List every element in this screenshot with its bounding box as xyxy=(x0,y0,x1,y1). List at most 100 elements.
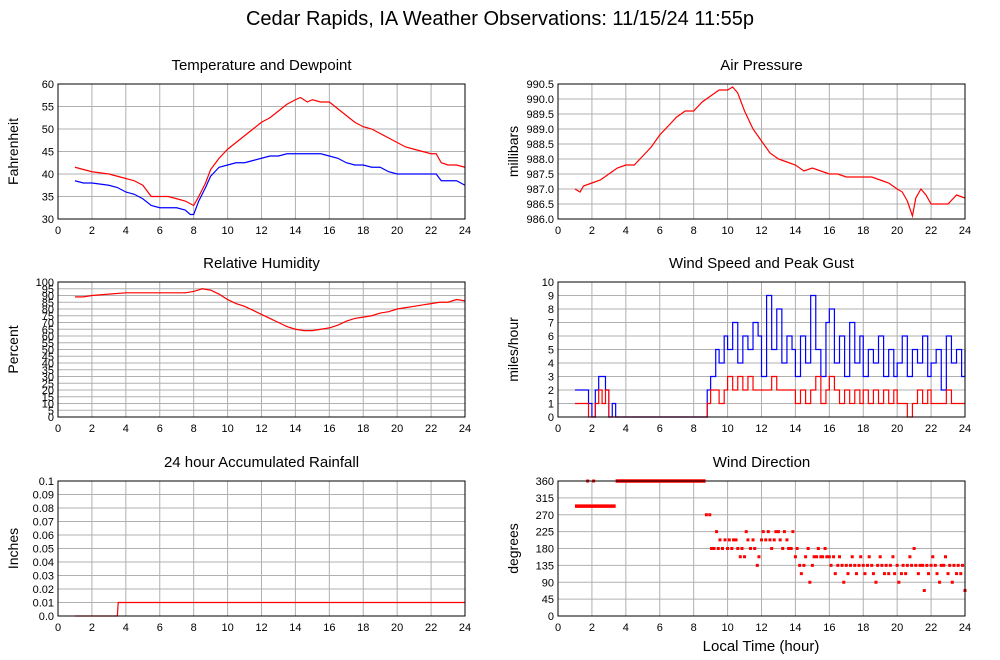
direction-point xyxy=(865,563,869,567)
wind-xtick-label: 6 xyxy=(657,423,663,435)
rain-xtick-label: 12 xyxy=(255,622,267,634)
rain-xtick-label: 6 xyxy=(157,622,163,634)
pressure-ytick-label: 989.5 xyxy=(526,109,554,121)
temp-xtick-label: 14 xyxy=(289,225,301,237)
pressure-series-0-line xyxy=(574,86,966,219)
direction-xtick-label: 24 xyxy=(959,622,971,634)
wind-ytick-label: 9 xyxy=(548,291,554,303)
direction-point xyxy=(867,555,871,559)
direction-point xyxy=(746,538,750,542)
humidity-xtick-label: 12 xyxy=(255,423,267,435)
direction-point xyxy=(935,572,939,576)
rain-xtick-label: 0 xyxy=(55,622,61,634)
wind-ytick-label: 1 xyxy=(548,399,554,411)
direction-xtick-label: 18 xyxy=(857,622,869,634)
direction-point xyxy=(774,530,778,534)
direction-point xyxy=(897,580,901,584)
humidity-ytick-label: 80 xyxy=(42,304,54,316)
direction-point xyxy=(876,563,880,567)
humidity-ytick-label: 30 xyxy=(42,372,54,384)
temp-xtick-label: 10 xyxy=(221,225,233,237)
wind-xtick-label: 20 xyxy=(891,423,903,435)
temp-title: Temperature and Dewpoint xyxy=(171,57,352,74)
humidity-ytick-label: 90 xyxy=(42,291,54,303)
direction-frame xyxy=(557,480,966,617)
humidity-xtick-label: 4 xyxy=(123,423,129,435)
temp-xtick-label: 6 xyxy=(157,225,163,237)
pressure-ytick-label: 988.5 xyxy=(526,139,554,151)
direction-point xyxy=(795,547,799,550)
humidity-xtick-label: 14 xyxy=(289,423,301,435)
rain-xtick-label: 8 xyxy=(191,622,197,634)
direction-point xyxy=(736,547,740,550)
temp-ylabel: Fahrenheit xyxy=(5,118,21,185)
pressure-ytick-label: 987.5 xyxy=(526,169,554,181)
wind-xtick-label: 16 xyxy=(823,423,835,435)
temp-ytick-label: 45 xyxy=(42,147,54,159)
direction-point xyxy=(827,555,831,559)
direction-point xyxy=(918,563,922,567)
direction-point xyxy=(815,555,819,559)
direction-point xyxy=(823,547,827,550)
direction-point xyxy=(884,563,888,567)
direction-xtick-label: 2 xyxy=(589,622,595,634)
direction-xtick-label: 6 xyxy=(657,622,663,634)
humidity-ytick-label: 95 xyxy=(42,284,54,296)
rain-ytick-label: 0.07 xyxy=(33,517,54,529)
wind-title: Wind Speed and Peak Gust xyxy=(669,255,855,272)
direction-point xyxy=(960,563,964,567)
pressure-xtick-label: 2 xyxy=(589,225,595,237)
direction-point xyxy=(782,530,786,534)
humidity-ytick-label: 5 xyxy=(48,405,54,417)
direction-point xyxy=(715,530,719,534)
wind-ytick-label: 10 xyxy=(542,277,554,289)
direction-point xyxy=(720,547,724,550)
humidity-ytick-label: 15 xyxy=(42,392,54,404)
wind-ytick-label: 2 xyxy=(548,385,554,397)
direction-ytick-label: 180 xyxy=(536,544,554,556)
direction-point xyxy=(712,547,716,550)
direction-point xyxy=(753,547,757,550)
direction-point xyxy=(734,538,738,542)
temp-xtick-label: 18 xyxy=(357,225,369,237)
direction-point xyxy=(785,538,789,542)
temp-xtick-label: 24 xyxy=(459,225,471,237)
rain-ytick-label: 0.06 xyxy=(33,530,54,542)
wind-xtick-label: 8 xyxy=(691,423,697,435)
direction-point xyxy=(870,563,874,567)
pressure-ytick-label: 987.0 xyxy=(526,184,554,196)
direction-point xyxy=(772,538,776,542)
pressure-xtick-label: 20 xyxy=(891,225,903,237)
temp-series-1-line xyxy=(74,153,466,216)
direction-ytick-label: 90 xyxy=(542,577,554,589)
pressure-ytick-label: 986.0 xyxy=(526,214,554,226)
direction-point xyxy=(757,555,761,559)
rain-ytick-label: 0.0 xyxy=(39,611,54,623)
direction-point xyxy=(880,563,884,567)
wind-ytick-label: 4 xyxy=(548,358,554,370)
pressure-xtick-label: 18 xyxy=(857,225,869,237)
direction-point xyxy=(768,538,772,542)
direction-ylabel: degrees xyxy=(505,523,521,574)
wind-series-0-line xyxy=(574,294,966,418)
direction-title: Wind Direction xyxy=(713,454,811,471)
wind-ytick-label: 3 xyxy=(548,372,554,384)
wind-xtick-label: 10 xyxy=(721,423,733,435)
direction-point xyxy=(948,563,952,567)
direction-point xyxy=(709,547,713,550)
direction-point xyxy=(708,513,712,517)
humidity-ytick-label: 65 xyxy=(42,324,54,336)
humidity-ytick-label: 20 xyxy=(42,385,54,397)
rain-ytick-label: 0.01 xyxy=(33,598,54,610)
rain-xtick-label: 2 xyxy=(89,622,95,634)
pressure-xtick-label: 22 xyxy=(925,225,937,237)
humidity-xtick-label: 6 xyxy=(157,423,163,435)
direction-xtick-label: 0 xyxy=(555,622,561,634)
direction-point xyxy=(748,547,752,550)
humidity-xtick-label: 16 xyxy=(323,423,335,435)
rain-xtick-label: 10 xyxy=(221,622,233,634)
direction-point xyxy=(798,563,802,567)
direction-point xyxy=(760,538,763,542)
direction-xtick-label: 16 xyxy=(823,622,835,634)
rain-xtick-label: 18 xyxy=(357,622,369,634)
